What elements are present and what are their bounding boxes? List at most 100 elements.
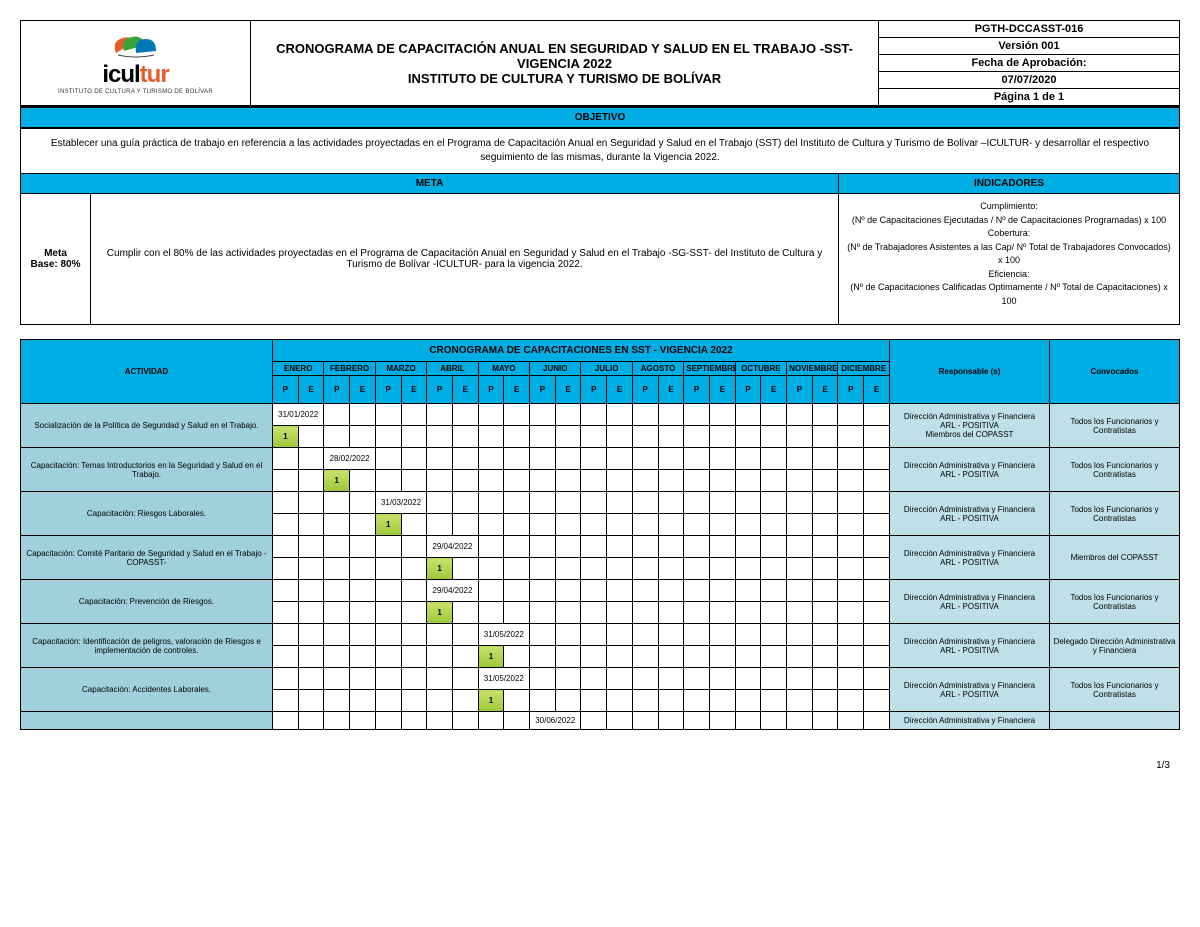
empty-cell: [658, 470, 684, 492]
schedule-thead: ACTIVIDAD CRONOGRAMA DE CAPACITACIONES E…: [21, 340, 1180, 404]
empty-cell: [273, 668, 299, 690]
empty-cell: [709, 624, 735, 646]
empty-cell: [504, 470, 530, 492]
empty-cell: [838, 448, 864, 470]
convocados-cell: Todos los Funcionarios y Contratistas: [1050, 580, 1180, 624]
empty-cell: [401, 690, 427, 712]
empty-cell: [555, 668, 581, 690]
activity-cell: Socialización de la Política de Segurida…: [21, 404, 273, 448]
empty-cell: [607, 712, 633, 730]
empty-cell: [607, 690, 633, 712]
empty-cell: [838, 624, 864, 646]
empty-cell: [478, 426, 504, 448]
schedule-band: CRONOGRAMA DE CAPACITACIONES EN SST - VI…: [273, 340, 890, 362]
empty-cell: [504, 646, 530, 668]
pe-header: E: [298, 376, 324, 404]
empty-cell: [375, 580, 401, 602]
meta-text: Cumplir con el 80% de las actividades pr…: [91, 194, 838, 324]
schedule-table: ACTIVIDAD CRONOGRAMA DE CAPACITACIONES E…: [20, 339, 1180, 730]
empty-cell: [761, 492, 787, 514]
empty-cell: [658, 690, 684, 712]
activity-cell: Capacitación: Prevención de Riesgos.: [21, 580, 273, 624]
activity-cell: Capacitación: Accidentes Laborales.: [21, 668, 273, 712]
empty-cell: [427, 492, 453, 514]
empty-cell: [298, 558, 324, 580]
empty-cell: [812, 624, 838, 646]
empty-cell: [838, 426, 864, 448]
empty-cell: [427, 646, 453, 668]
month-header: JUNIO: [530, 362, 581, 376]
empty-cell: [684, 448, 710, 470]
empty-cell: [478, 602, 504, 624]
empty-cell: [401, 668, 427, 690]
convocados-cell: Todos los Funcionarios y Contratistas: [1050, 492, 1180, 536]
empty-cell: [427, 668, 453, 690]
empty-cell: [607, 448, 633, 470]
empty-cell: [658, 668, 684, 690]
empty-cell: [273, 492, 299, 514]
empty-cell: [273, 558, 299, 580]
pe-header: P: [273, 376, 299, 404]
month-header: JULIO: [581, 362, 632, 376]
empty-cell: [478, 580, 504, 602]
empty-cell: [787, 624, 813, 646]
pe-header: P: [581, 376, 607, 404]
meta-approval-label: Fecha de Aprobación:: [879, 55, 1179, 72]
empty-cell: [401, 448, 427, 470]
empty-cell: [530, 492, 556, 514]
month-header: OCTUBRE: [735, 362, 786, 376]
empty-cell: [350, 712, 376, 730]
logo-accent: tur: [140, 61, 169, 88]
empty-cell: [735, 624, 761, 646]
pe-header: P: [478, 376, 504, 404]
empty-cell: [375, 404, 401, 426]
empty-cell: [632, 580, 658, 602]
empty-cell: [735, 492, 761, 514]
empty-cell: [555, 646, 581, 668]
empty-cell: [838, 580, 864, 602]
empty-cell: [427, 624, 453, 646]
meta-indicators-row: META Meta Base: 80% Cumplir con el 80% d…: [21, 173, 1179, 324]
empty-cell: [324, 404, 350, 426]
empty-cell: [658, 558, 684, 580]
empty-cell: [530, 404, 556, 426]
meta-version: Versión 001: [879, 38, 1179, 55]
empty-cell: [709, 602, 735, 624]
empty-cell: [375, 602, 401, 624]
date-cell: 29/04/2022: [427, 580, 478, 602]
empty-cell: [401, 624, 427, 646]
empty-cell: [478, 448, 504, 470]
empty-cell: [478, 470, 504, 492]
activity-cell: [21, 712, 273, 730]
empty-cell: [581, 536, 607, 558]
empty-cell: [632, 426, 658, 448]
empty-cell: [864, 646, 890, 668]
empty-cell: [812, 558, 838, 580]
objective-heading: OBJETIVO: [21, 106, 1179, 129]
empty-cell: [735, 426, 761, 448]
empty-cell: [324, 624, 350, 646]
empty-cell: [350, 558, 376, 580]
empty-cell: [324, 668, 350, 690]
empty-cell: [350, 690, 376, 712]
empty-cell: [735, 602, 761, 624]
empty-cell: [452, 448, 478, 470]
empty-cell: [401, 602, 427, 624]
empty-cell: [350, 646, 376, 668]
empty-cell: [658, 624, 684, 646]
empty-cell: [864, 404, 890, 426]
empty-cell: [607, 646, 633, 668]
responsible-cell: Dirección Administrativa y FinancieraARL…: [890, 624, 1050, 668]
empty-cell: [452, 602, 478, 624]
month-header: MARZO: [375, 362, 426, 376]
meta-column: META Meta Base: 80% Cumplir con el 80% d…: [21, 174, 839, 324]
pe-header: E: [401, 376, 427, 404]
empty-cell: [658, 602, 684, 624]
page-footer: 1/3: [20, 760, 1180, 771]
month-header: AGOSTO: [632, 362, 683, 376]
ind-l3: Cobertura:: [845, 227, 1173, 241]
convocados-header: Convocados: [1050, 340, 1180, 404]
empty-cell: [530, 580, 556, 602]
empty-cell: [350, 404, 376, 426]
empty-cell: [658, 404, 684, 426]
